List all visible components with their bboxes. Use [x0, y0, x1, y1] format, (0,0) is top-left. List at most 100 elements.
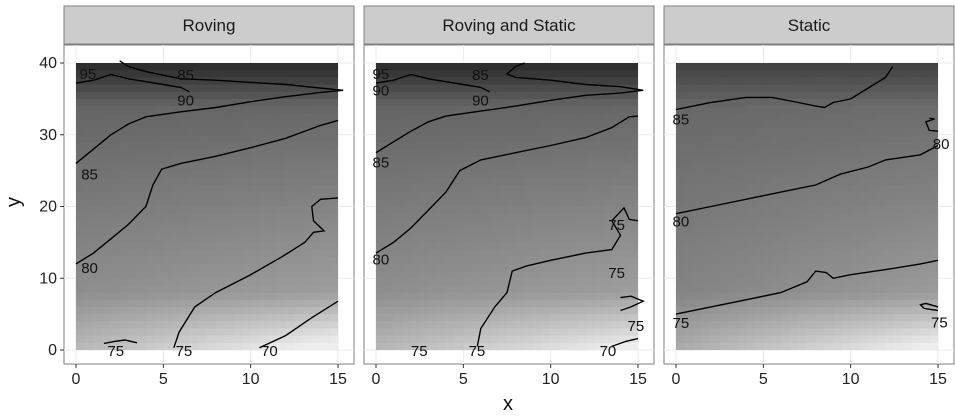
heat-cell [798, 321, 808, 330]
heat-cell [198, 199, 208, 208]
heat-cell [772, 192, 782, 200]
heat-cell [84, 91, 95, 100]
heat-cell [384, 141, 395, 150]
heat-cell [833, 127, 843, 136]
heat-cell [472, 84, 482, 93]
heat-cell [445, 199, 456, 208]
heat-cell [454, 306, 464, 315]
heat-cell [498, 77, 508, 86]
heat-cell [463, 120, 473, 129]
heat-cell [419, 149, 429, 157]
heat-cell [498, 263, 508, 272]
heat-cell [585, 127, 595, 136]
heat-cell [145, 278, 156, 287]
heat-cell [454, 249, 464, 258]
heat-cell [198, 271, 208, 279]
heat-cell [93, 77, 103, 86]
heat-cell [224, 285, 234, 294]
heat-cell [163, 63, 173, 71]
heat-cell [841, 249, 852, 258]
heat-cell [224, 242, 234, 251]
heat-cell [719, 220, 729, 229]
heat-cell [676, 120, 686, 129]
heat-cell [285, 278, 295, 287]
heat-cell [719, 141, 729, 150]
heat-cell [472, 77, 482, 86]
heat-cell [329, 285, 338, 294]
heat-cell [172, 206, 182, 215]
heat-cell [710, 328, 721, 337]
heat-cell [524, 163, 534, 172]
heat-cell [233, 184, 243, 193]
heat-cell [472, 98, 482, 107]
heat-cell [76, 278, 86, 287]
heat-cell [789, 77, 799, 86]
heat-cell [876, 285, 887, 294]
heat-cell [728, 199, 738, 208]
heat-cell [419, 321, 429, 330]
heat-cell [172, 192, 182, 200]
heat-cell [850, 70, 860, 78]
heat-cell [903, 141, 913, 150]
heat-cell [480, 256, 491, 265]
heat-cell [320, 285, 330, 294]
heat-cell [498, 235, 508, 243]
heat-cell [702, 77, 712, 86]
heat-cell [329, 199, 338, 208]
heat-cell [585, 292, 595, 301]
heat-cell [728, 134, 738, 143]
heat-cell [137, 256, 147, 265]
heat-cell [629, 328, 638, 337]
heat-cell [807, 321, 817, 330]
heat-cell [376, 278, 386, 287]
facet-strip-label: Roving [183, 16, 236, 35]
heat-cell [250, 213, 260, 222]
heat-cell [815, 335, 826, 344]
heat-cell [728, 235, 738, 243]
heat-cell [620, 77, 630, 86]
heat-cell [128, 149, 138, 157]
heat-cell [437, 249, 447, 258]
heat-cell [294, 235, 304, 243]
heat-cell [737, 134, 747, 143]
heat-cell [507, 192, 517, 200]
heat-cell [110, 70, 121, 78]
heat-cell [885, 91, 895, 100]
heat-cell [780, 292, 791, 301]
heat-cell [145, 127, 156, 136]
heat-cell [84, 113, 95, 121]
heat-cell [876, 228, 887, 236]
heat-cell [524, 199, 534, 208]
heat-cell [285, 84, 295, 93]
heat-cell [84, 328, 95, 337]
heat-cell [780, 163, 791, 172]
heat-cell [198, 256, 208, 265]
heat-cell [180, 170, 191, 179]
heat-cell [410, 91, 421, 100]
heat-cell [780, 177, 791, 186]
heat-cell [824, 98, 834, 107]
heat-cell [841, 228, 852, 236]
heat-cell [145, 84, 156, 93]
heat-cell [763, 113, 773, 121]
heat-cell [824, 292, 834, 301]
heat-cell [137, 328, 147, 337]
heat-cell [772, 342, 782, 350]
facet-strip-label: Static [788, 16, 831, 35]
heat-cell [285, 299, 295, 308]
heat-cell [329, 263, 338, 272]
heat-cell [903, 184, 913, 193]
heat-raster [676, 63, 938, 350]
heat-cell [568, 335, 578, 344]
heat-cell [437, 285, 447, 294]
heat-cell [603, 256, 613, 265]
heat-cell [515, 63, 526, 71]
heat-cell [929, 98, 938, 107]
heat-cell [128, 163, 138, 172]
heat-cell [719, 127, 729, 136]
heat-cell [710, 256, 721, 265]
heat-cell [550, 278, 560, 287]
heat-cell [824, 220, 834, 229]
heat-cell [402, 256, 412, 265]
heat-cell [719, 192, 729, 200]
